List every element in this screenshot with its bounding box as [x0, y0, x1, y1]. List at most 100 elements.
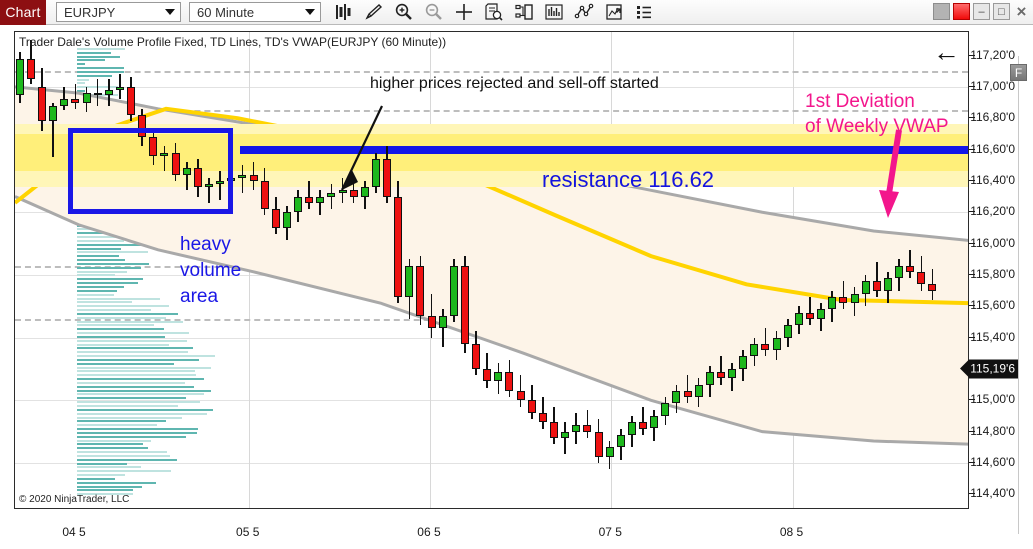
candle-body — [583, 425, 592, 432]
scroll-back-arrow-icon[interactable]: ← — [933, 37, 960, 67]
deviation-line1: 1st Deviation — [805, 91, 915, 112]
time-label: 04 5 — [62, 525, 86, 539]
candle-body — [49, 105, 58, 122]
candle-body — [806, 312, 814, 319]
price-tick — [969, 211, 975, 213]
panel-layout-icon[interactable] — [509, 0, 539, 25]
candle-body — [294, 196, 303, 213]
symbol-selector[interactable]: EURJPY — [56, 2, 181, 22]
volume-profile-bar — [77, 347, 193, 350]
candle-body — [438, 315, 447, 329]
gridline-h — [15, 400, 968, 402]
price-axis[interactable]: 117,20'0 117,00'0 116,80'0 116,60'0 116,40'0… — [960, 31, 1018, 509]
candle-body — [383, 158, 392, 197]
close-button[interactable]: × — [1016, 2, 1027, 21]
candle-body — [572, 425, 581, 432]
record-button[interactable] — [953, 3, 970, 20]
volume-profile-bar — [77, 270, 127, 273]
chevron-down-icon[interactable] — [160, 9, 180, 15]
price-tick — [969, 305, 975, 307]
chart-tab[interactable]: Chart — [0, 0, 46, 25]
interval-selector[interactable]: 60 Minute — [189, 2, 321, 22]
toolbar-separator — [321, 0, 329, 25]
candle-body — [460, 265, 469, 344]
volume-profile-bar — [77, 462, 127, 465]
histogram-icon[interactable] — [539, 0, 569, 25]
candle-body — [917, 271, 926, 285]
maximize-button[interactable]: □ — [993, 3, 1010, 20]
candle-body — [427, 315, 436, 329]
time-axis[interactable]: 05 5 06 5 07 5 08 5 04 5 — [14, 509, 1018, 549]
volume-profile-bar — [77, 370, 195, 373]
volume-profile-bar — [77, 378, 204, 381]
chart-scrollbar[interactable]: F — [1010, 56, 1033, 534]
candle-body — [494, 372, 503, 382]
restore-all-button[interactable] — [933, 3, 950, 20]
candle-body — [594, 431, 603, 457]
heavy-volume-line3: area — [180, 286, 219, 307]
zoom-in-icon[interactable] — [389, 0, 419, 25]
price-tick — [969, 117, 975, 119]
zoom-out-icon[interactable] — [419, 0, 449, 25]
volume-profile-bar — [77, 63, 85, 66]
candle-wick — [586, 409, 589, 438]
price-label: 115,60'0 — [970, 298, 1015, 313]
candle-body — [650, 415, 659, 429]
volume-profile-bar — [77, 381, 185, 384]
volume-profile-bar — [77, 343, 169, 346]
candle-body — [639, 422, 648, 429]
candle-body — [817, 309, 826, 319]
candle-body — [505, 372, 514, 391]
resistance-line[interactable] — [240, 145, 968, 154]
candle-body — [839, 296, 848, 304]
crosshair-icon[interactable] — [449, 0, 479, 25]
list-icon[interactable] — [629, 0, 659, 25]
candle-wick — [330, 184, 333, 210]
candle-body — [850, 293, 859, 304]
price-label: 116,80'0 — [970, 110, 1015, 125]
line-chart-icon[interactable] — [569, 0, 599, 25]
minimize-button[interactable]: – — [973, 3, 990, 20]
volume-profile-bar — [77, 251, 148, 254]
price-tick — [969, 493, 975, 495]
candle-body — [761, 343, 770, 351]
volume-profile-bar — [77, 312, 178, 315]
candle-body — [260, 180, 269, 210]
volume-profile-bar — [77, 316, 166, 319]
price-tick — [969, 430, 975, 432]
snapshot-icon[interactable] — [599, 0, 629, 25]
chevron-down-icon[interactable] — [300, 9, 320, 15]
volume-profile-bar — [77, 489, 133, 492]
volume-profile-bar — [77, 247, 121, 250]
volume-profile-bar — [77, 420, 166, 423]
candle-body — [93, 93, 102, 96]
candle-body — [216, 180, 225, 184]
volume-profile-bar — [77, 305, 169, 308]
price-label: 114,60'0 — [970, 454, 1015, 469]
price-tick — [969, 273, 975, 275]
candle-wick — [308, 180, 310, 210]
candle-body — [282, 212, 291, 228]
price-label: 114,40'0 — [970, 486, 1015, 501]
volume-profile-bar — [77, 466, 141, 469]
price-plot[interactable]: higher prices rejected and sell-off star… — [14, 31, 968, 509]
volume-profile-bar — [77, 447, 148, 450]
heavy-volume-box[interactable] — [68, 127, 233, 214]
data-box-icon[interactable] — [479, 0, 509, 25]
volume-profile-bar — [77, 393, 204, 396]
candle-body — [71, 99, 80, 103]
candle-body — [783, 325, 792, 338]
volume-bars-icon[interactable] — [329, 0, 359, 25]
volume-profile-bar — [77, 374, 196, 377]
candle-body — [928, 284, 937, 291]
heavy-volume-line1: heavy — [180, 234, 231, 255]
candle-body — [193, 168, 202, 188]
candle-body — [416, 265, 425, 316]
pencil-draw-icon[interactable] — [359, 0, 389, 25]
f-button[interactable]: F — [1010, 64, 1027, 81]
candle-body — [305, 196, 314, 203]
candle-body — [716, 372, 725, 379]
heavy-volume-line2: volume — [180, 260, 242, 281]
candle-body — [739, 356, 748, 369]
candle-body — [694, 384, 703, 398]
